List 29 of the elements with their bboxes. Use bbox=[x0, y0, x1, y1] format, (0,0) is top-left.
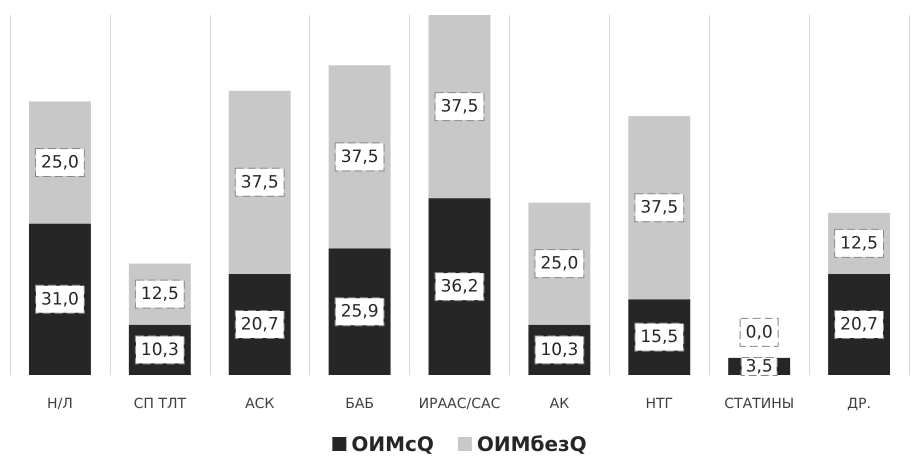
x-tick-label: СТАТИНЫ bbox=[724, 396, 794, 412]
data-label: 25,9 bbox=[340, 302, 379, 322]
data-label: 10,3 bbox=[140, 340, 179, 360]
data-label: 15,5 bbox=[640, 327, 678, 348]
data-label: 37,5 bbox=[340, 146, 379, 167]
x-tick-label: НТГ bbox=[645, 396, 674, 412]
x-tick-label: ДР. bbox=[847, 396, 871, 412]
data-label: 20,7 bbox=[840, 314, 878, 334]
legend-label: ОИМбезQ bbox=[476, 432, 587, 456]
data-label: 25,0 bbox=[41, 152, 79, 173]
x-tick-label: АСК bbox=[245, 396, 274, 412]
data-label: 31,0 bbox=[41, 289, 79, 310]
x-tick-label: АК bbox=[550, 396, 570, 412]
data-label: 36,2 bbox=[440, 276, 478, 297]
x-tick-label: Н/Л bbox=[47, 396, 73, 412]
data-label: 0,0 bbox=[746, 322, 773, 342]
data-label: 3,5 bbox=[746, 356, 773, 376]
x-tick-label: БАБ bbox=[345, 396, 374, 412]
data-label: 10,3 bbox=[540, 340, 578, 360]
data-label: 25,0 bbox=[540, 254, 578, 274]
data-label: 20,7 bbox=[240, 314, 279, 334]
data-label: 37,5 bbox=[240, 172, 279, 192]
data-label: 37,5 bbox=[440, 96, 478, 117]
x-tick-label: СП ТЛТ bbox=[134, 396, 186, 412]
data-label: 12,5 bbox=[140, 284, 179, 304]
legend-label: ОИМсQ bbox=[351, 432, 434, 456]
data-label: 12,5 bbox=[840, 233, 878, 254]
data-label: 37,5 bbox=[640, 198, 678, 218]
x-tick-label: ИРААС/САС bbox=[418, 396, 501, 412]
